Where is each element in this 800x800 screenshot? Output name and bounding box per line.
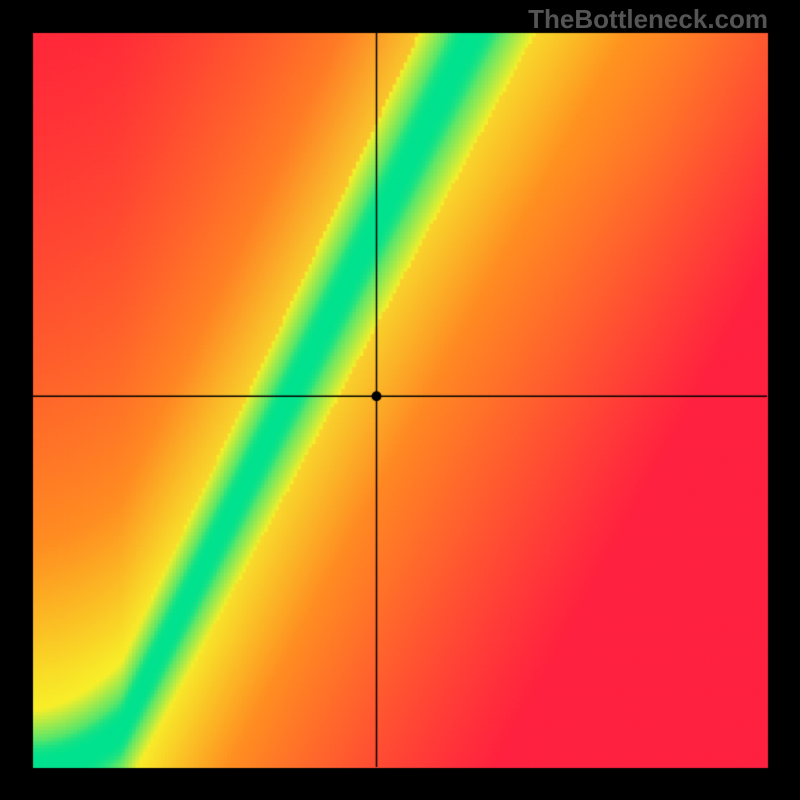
heatmap-canvas	[0, 0, 800, 800]
watermark-text: TheBottleneck.com	[528, 4, 768, 35]
chart-container: { "canvas": { "width": 800, "height": 80…	[0, 0, 800, 800]
